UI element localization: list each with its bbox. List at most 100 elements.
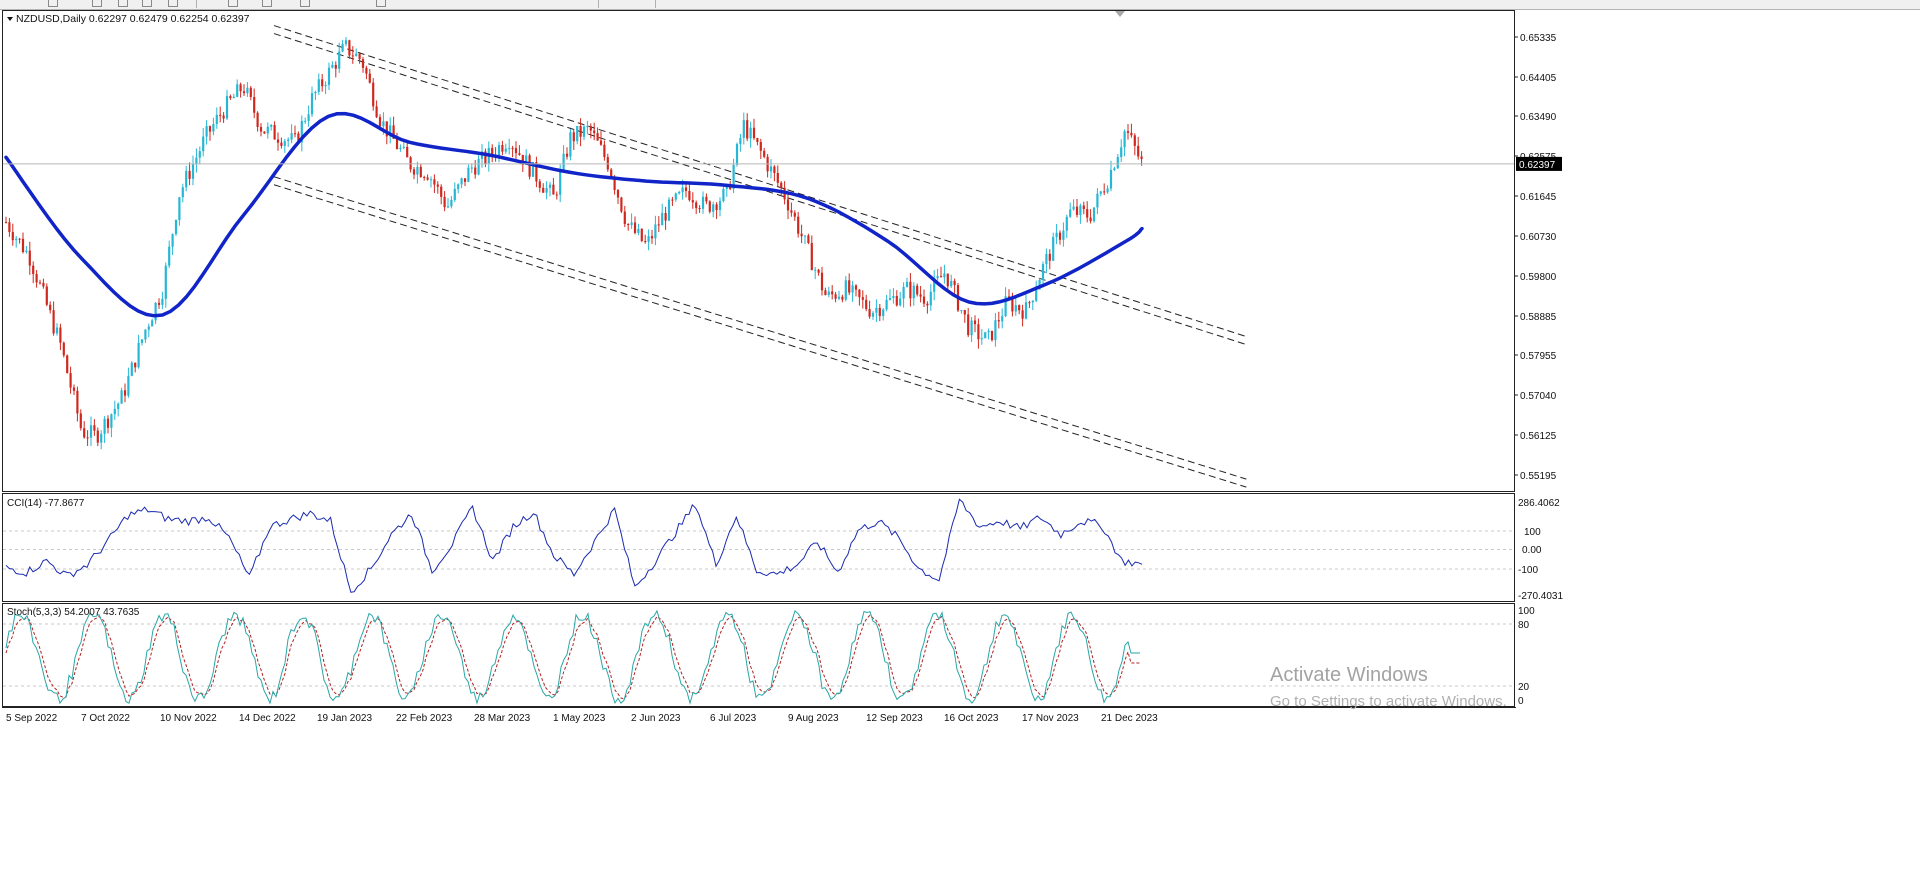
cci-scale-label: 0.00 — [1522, 545, 1542, 556]
candle — [450, 196, 453, 209]
candle — [474, 160, 477, 179]
price-label: 0.58885 — [1520, 312, 1557, 323]
time-label: 1 May 2023 — [553, 713, 606, 724]
candle — [1106, 185, 1109, 194]
candle — [106, 415, 110, 434]
time-label: 21 Dec 2023 — [1101, 713, 1158, 724]
price-label: 0.60730 — [1520, 232, 1557, 243]
channel-line[interactable] — [273, 184, 1247, 488]
candle — [246, 82, 249, 97]
candle — [831, 285, 834, 300]
candle — [1045, 248, 1048, 274]
price-scale[interactable]: 0.65335 0.64405 0.63490 0.62575 0.61645 … — [1514, 33, 1557, 482]
candle — [963, 309, 966, 323]
candle — [735, 142, 739, 167]
candle — [1024, 294, 1028, 320]
candle — [123, 383, 127, 403]
candle — [834, 291, 837, 303]
toolbar-icon[interactable] — [142, 0, 152, 7]
candle — [1137, 136, 1140, 160]
candle — [807, 233, 810, 245]
toolbar-icon[interactable] — [118, 0, 128, 7]
candle — [1133, 133, 1136, 156]
candle — [970, 316, 973, 342]
collapse-triangle-icon[interactable] — [7, 17, 13, 21]
candle — [164, 262, 167, 308]
candle — [96, 427, 99, 447]
channel-line[interactable] — [273, 176, 1247, 480]
candle — [491, 144, 494, 163]
candle — [273, 121, 276, 140]
cci-pane[interactable] — [2, 493, 1515, 602]
candle — [501, 140, 504, 156]
candle — [661, 203, 664, 226]
price-label: 0.56125 — [1520, 431, 1557, 442]
cci-scale-label: 100 — [1524, 527, 1541, 538]
candle — [943, 264, 946, 284]
candle — [181, 183, 184, 203]
candle — [355, 48, 358, 57]
candle — [130, 361, 133, 377]
candle — [426, 174, 429, 181]
candle — [79, 409, 82, 431]
toolbar-icon[interactable] — [262, 0, 272, 7]
candle — [814, 266, 817, 280]
stoch-pane[interactable] — [2, 603, 1515, 707]
candle — [423, 175, 426, 181]
candle — [18, 237, 21, 244]
time-label: 7 Oct 2022 — [81, 713, 130, 724]
toolbar-icon[interactable] — [300, 0, 310, 7]
candle — [674, 192, 677, 202]
candle — [140, 338, 144, 346]
candle — [936, 268, 939, 281]
toolbar-icon[interactable] — [168, 0, 178, 7]
toolbar-icon[interactable] — [48, 0, 58, 7]
candle — [1082, 201, 1085, 215]
candle — [324, 81, 327, 95]
candle — [1055, 224, 1058, 245]
candle — [912, 282, 915, 306]
candle — [579, 118, 582, 147]
candle — [32, 261, 35, 284]
toolbar-icon[interactable] — [92, 0, 102, 7]
candle — [256, 111, 259, 132]
candle — [905, 277, 909, 288]
candle — [290, 124, 293, 144]
candle — [470, 163, 473, 173]
candle — [667, 197, 671, 222]
candle — [650, 229, 654, 244]
candle — [596, 127, 599, 141]
candle — [542, 183, 545, 193]
toolbar-icon[interactable] — [228, 0, 238, 7]
candle — [266, 122, 269, 139]
candle — [980, 329, 983, 345]
candle — [718, 197, 722, 217]
candle — [759, 138, 762, 160]
price-pane[interactable] — [2, 10, 1515, 492]
stoch-scale-label: 80 — [1518, 620, 1530, 631]
candle — [110, 413, 113, 438]
time-axis[interactable]: 5 Sep 2022 7 Oct 2022 10 Nov 2022 14 Dec… — [6, 713, 1158, 724]
candle — [293, 125, 297, 138]
candle — [1099, 190, 1102, 197]
candle — [528, 153, 531, 180]
moving-average-line[interactable] — [4, 111, 1144, 318]
current-price-value: 0.62397 — [1519, 160, 1556, 171]
candle — [59, 323, 62, 350]
candle — [1052, 232, 1055, 261]
candle — [953, 278, 956, 294]
chart-shift-marker-icon[interactable] — [1115, 11, 1125, 17]
candle — [276, 132, 280, 151]
candle — [695, 200, 698, 214]
candle — [419, 163, 422, 178]
candle — [1113, 166, 1116, 172]
candle — [627, 223, 630, 231]
candle — [1048, 249, 1051, 270]
toolbar-icon[interactable] — [376, 0, 386, 7]
candle — [939, 266, 943, 278]
channel-line[interactable] — [273, 25, 1247, 338]
time-label: 5 Sep 2022 — [6, 713, 58, 724]
stoch-signal-line — [5, 614, 1140, 700]
candle — [705, 193, 708, 205]
